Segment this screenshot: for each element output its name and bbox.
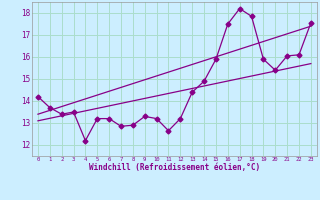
X-axis label: Windchill (Refroidissement éolien,°C): Windchill (Refroidissement éolien,°C) — [89, 163, 260, 172]
